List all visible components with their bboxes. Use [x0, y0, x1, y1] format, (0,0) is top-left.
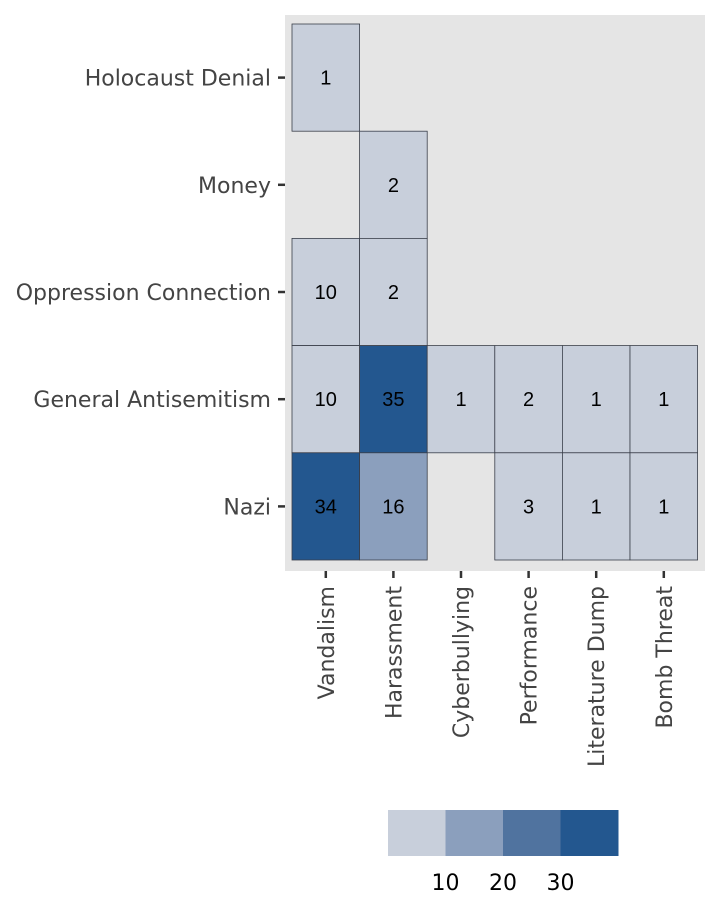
heatmap-cell	[629, 452, 698, 561]
heatmap-cell-labels: 1 2 10 2 10 35 1 2 1 1 34 16 3 1 1	[315, 68, 670, 519]
legend-tick-label: 10	[432, 871, 460, 896]
heatmap-cell-label: 2	[523, 389, 534, 411]
legend-swatch	[560, 810, 619, 856]
legend-swatch	[445, 810, 504, 856]
heatmap-cell-label: 3	[523, 496, 534, 518]
heatmap-cell-label: 34	[315, 496, 337, 518]
heatmap-cell-label: 35	[382, 389, 404, 411]
x-tick-label: Literature Dump	[585, 586, 610, 767]
heatmap-cell-label: 10	[315, 389, 337, 411]
heatmap-cell	[562, 452, 631, 561]
heatmap-cell-label: 1	[658, 496, 669, 518]
heatmap-cell-label: 1	[455, 389, 466, 411]
heatmap-cell	[629, 345, 698, 454]
y-axis: Holocaust Denial Money Oppression Connecti…	[16, 67, 285, 520]
y-tick-label: Holocaust Denial	[85, 67, 271, 92]
heatmap-cell	[494, 452, 563, 561]
legend-tick-label: 20	[489, 871, 517, 896]
heatmap-cell-label: 1	[591, 496, 602, 518]
x-tick-label: Bomb Threat	[653, 586, 678, 729]
heatmap-cell-label: 1	[591, 389, 602, 411]
heatmap-cell-label: 1	[320, 68, 331, 90]
heatmap-cell	[426, 345, 496, 454]
heatmap-cells	[291, 23, 698, 561]
heatmap-cell	[562, 345, 631, 454]
heatmap-cell	[494, 345, 563, 454]
y-tick-label: Money	[198, 174, 271, 199]
y-tick-label: Nazi	[223, 495, 271, 520]
heatmap-cell	[291, 23, 360, 132]
heatmap-cell	[291, 452, 360, 561]
x-tick-label: Harassment	[382, 586, 407, 719]
x-tick-label: Cyberbullying	[450, 586, 475, 738]
y-tick-label: Oppression Connection	[16, 281, 271, 306]
y-tick-label: General Antisemitism	[33, 388, 271, 413]
heatmap-cell-label: 2	[388, 175, 399, 197]
heatmap-cell-label: 10	[315, 282, 337, 304]
heatmap-cell-label: 1	[658, 389, 669, 411]
x-tick-label: Vandalism	[315, 586, 340, 699]
heatmap-cell-label: 16	[382, 496, 404, 518]
color-legend: 10 20 30	[388, 810, 619, 896]
heatmap-cell	[359, 237, 428, 346]
heatmap-cell	[359, 130, 428, 239]
heatmap-cell-label: 2	[388, 282, 399, 304]
heatmap-cell	[291, 237, 360, 346]
heatmap-cell	[359, 452, 428, 561]
x-axis: Vandalism Harassment Cyberbullying Performa…	[315, 571, 678, 767]
legend-tick-label: 30	[547, 871, 575, 896]
legend-swatch	[388, 810, 446, 856]
legend-swatch	[503, 810, 561, 856]
x-tick-label: Performance	[518, 586, 543, 725]
